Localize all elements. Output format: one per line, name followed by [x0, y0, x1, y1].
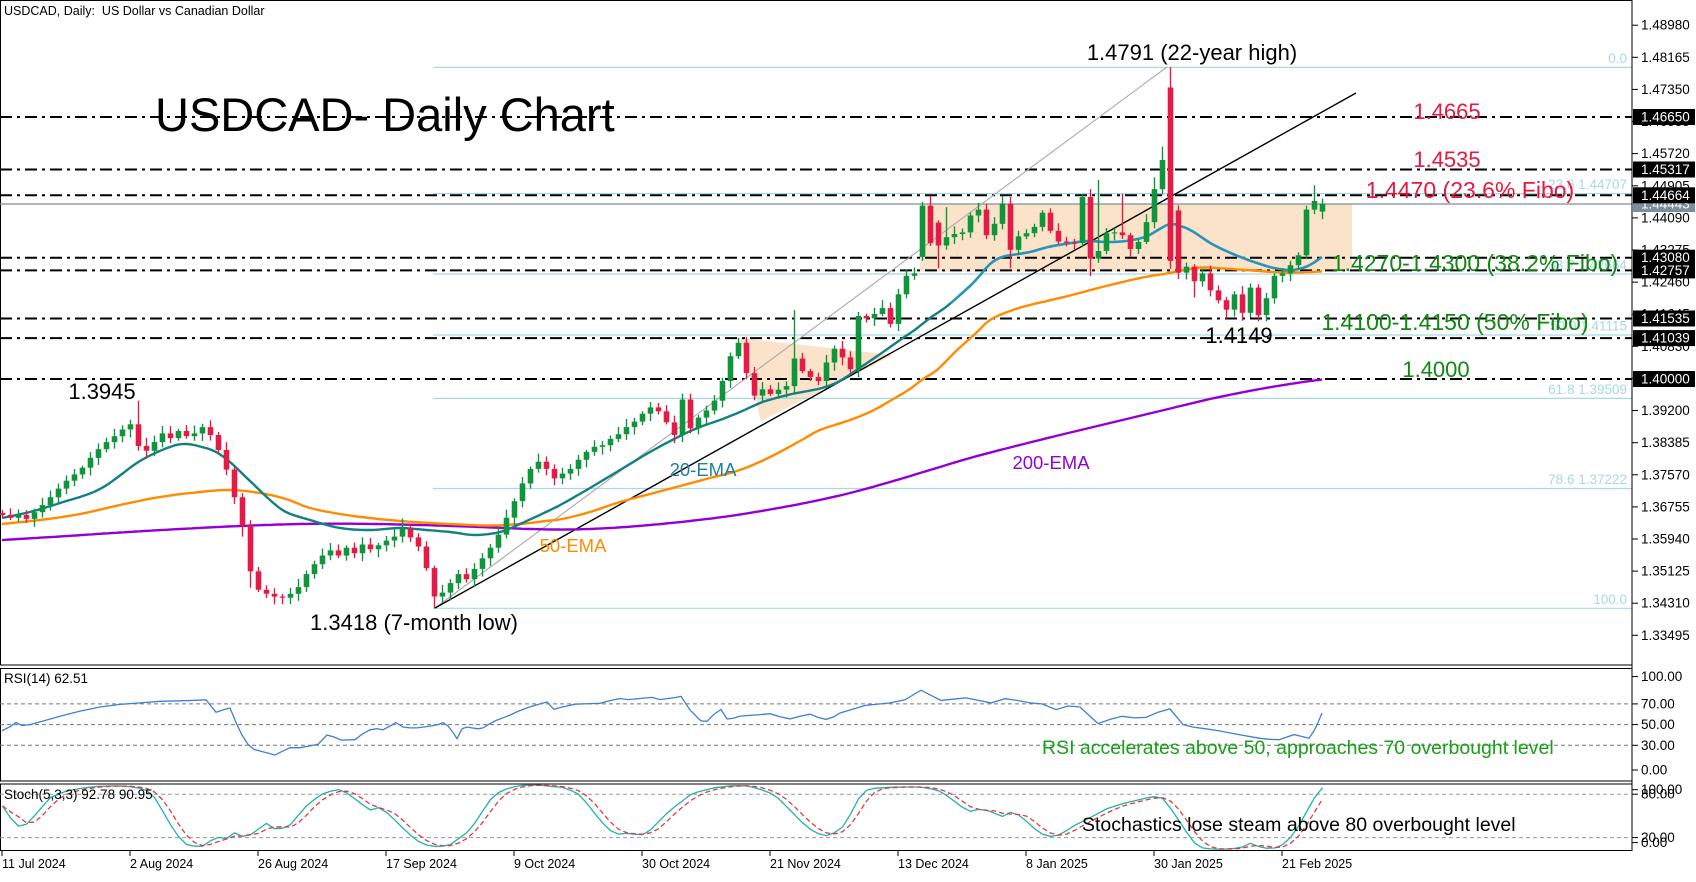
svg-text:1.4000: 1.4000: [1402, 357, 1469, 382]
svg-text:1.45720: 1.45720: [1641, 146, 1690, 161]
svg-text:20.00: 20.00: [1641, 830, 1675, 845]
svg-text:RSI accelerates above 50, appr: RSI accelerates above 50, approaches 70 …: [1042, 737, 1554, 759]
svg-text:1.35940: 1.35940: [1641, 532, 1690, 547]
svg-text:Stochastics lose steam above 8: Stochastics lose steam above 80 overboug…: [1082, 814, 1516, 836]
svg-text:17 Sep 2024: 17 Sep 2024: [386, 857, 457, 871]
svg-text:1.4535: 1.4535: [1413, 147, 1480, 172]
svg-text:1.4470 (23.6% Fibo): 1.4470 (23.6% Fibo): [1366, 177, 1574, 203]
svg-text:1.35125: 1.35125: [1641, 564, 1690, 579]
svg-text:RSI(14) 62.51: RSI(14) 62.51: [4, 671, 88, 686]
svg-text:1.38385: 1.38385: [1641, 435, 1690, 450]
svg-text:78.6 1.37222: 78.6 1.37222: [1548, 472, 1627, 487]
svg-text:13 Dec 2024: 13 Dec 2024: [898, 857, 969, 871]
svg-text:80.00: 80.00: [1641, 787, 1675, 802]
svg-text:9 Oct 2024: 9 Oct 2024: [514, 857, 575, 871]
svg-text:70.00: 70.00: [1641, 696, 1675, 711]
svg-text:1.41535: 1.41535: [1641, 311, 1690, 326]
svg-text:100.00: 100.00: [1641, 782, 1682, 797]
svg-text:1.36755: 1.36755: [1641, 499, 1690, 514]
svg-text:0.00: 0.00: [1641, 763, 1667, 778]
svg-text:1.48165: 1.48165: [1641, 50, 1690, 65]
svg-text:0.0: 0.0: [1608, 51, 1627, 66]
svg-text:50.0 1.41115: 50.0 1.41115: [1550, 319, 1627, 334]
svg-text:200-EMA: 200-EMA: [1012, 452, 1090, 473]
svg-text:1.44090: 1.44090: [1641, 210, 1690, 225]
svg-text:1.3418 (7-month low): 1.3418 (7-month low): [310, 610, 518, 635]
svg-text:1.34310: 1.34310: [1641, 596, 1690, 611]
svg-text:21 Feb 2025: 21 Feb 2025: [1282, 857, 1352, 871]
svg-text:30 Oct 2024: 30 Oct 2024: [642, 857, 710, 871]
svg-text:21 Nov 2024: 21 Nov 2024: [770, 857, 841, 871]
svg-text:100.00: 100.00: [1641, 669, 1682, 684]
svg-text:11 Jul 2024: 11 Jul 2024: [2, 857, 66, 871]
svg-text:1.4149: 1.4149: [1205, 323, 1272, 348]
svg-text:1.33495: 1.33495: [1641, 628, 1690, 643]
svg-text:1.39200: 1.39200: [1641, 403, 1690, 418]
svg-text:100.0: 100.0: [1593, 592, 1627, 607]
svg-text:1.43080: 1.43080: [1641, 250, 1690, 265]
svg-text:1.41039: 1.41039: [1641, 331, 1690, 346]
svg-text:1.47350: 1.47350: [1641, 82, 1690, 97]
svg-text:1.42757: 1.42757: [1641, 263, 1690, 278]
svg-text:1.4100-1.4150 (50% Fibo): 1.4100-1.4150 (50% Fibo): [1321, 309, 1588, 335]
svg-text:1.37570: 1.37570: [1641, 467, 1690, 482]
svg-text:23.6 1.44707: 23.6 1.44707: [1548, 177, 1627, 192]
svg-text:2 Aug 2024: 2 Aug 2024: [130, 857, 193, 871]
svg-text:38.2 1.42664: 38.2 1.42664: [1548, 258, 1627, 273]
svg-text:1.3945: 1.3945: [68, 379, 135, 404]
svg-text:USDCAD- Daily Chart: USDCAD- Daily Chart: [155, 88, 615, 141]
svg-text:1.45317: 1.45317: [1641, 162, 1690, 177]
svg-text:20-EMA: 20-EMA: [670, 459, 737, 480]
svg-text:1.44664: 1.44664: [1641, 188, 1690, 203]
svg-text:1.4270-1.4300 (38.2% Fibo): 1.4270-1.4300 (38.2% Fibo): [1332, 250, 1618, 276]
svg-text:0.00: 0.00: [1641, 835, 1667, 850]
svg-text:1.4791 (22-year high): 1.4791 (22-year high): [1087, 40, 1297, 65]
svg-text:26 Aug 2024: 26 Aug 2024: [258, 857, 328, 871]
svg-text:50-EMA: 50-EMA: [540, 535, 607, 556]
svg-text:Stoch(5,3,3) 92.78 90.95: Stoch(5,3,3) 92.78 90.95: [4, 787, 153, 802]
svg-text:USDCAD, Daily: US Dollar vs C: USDCAD, Daily: US Dollar vs Canadian Dol…: [4, 4, 265, 18]
svg-text:1.4665: 1.4665: [1413, 99, 1480, 124]
svg-text:1.40000: 1.40000: [1641, 372, 1690, 387]
svg-text:30.00: 30.00: [1641, 738, 1675, 753]
svg-text:8 Jan 2025: 8 Jan 2025: [1026, 857, 1088, 871]
svg-text:50.00: 50.00: [1641, 717, 1675, 732]
svg-text:30 Jan 2025: 30 Jan 2025: [1154, 857, 1223, 871]
svg-text:1.48980: 1.48980: [1641, 18, 1690, 33]
svg-text:61.8 1.39509: 61.8 1.39509: [1548, 382, 1627, 397]
svg-text:1.46650: 1.46650: [1641, 110, 1690, 125]
